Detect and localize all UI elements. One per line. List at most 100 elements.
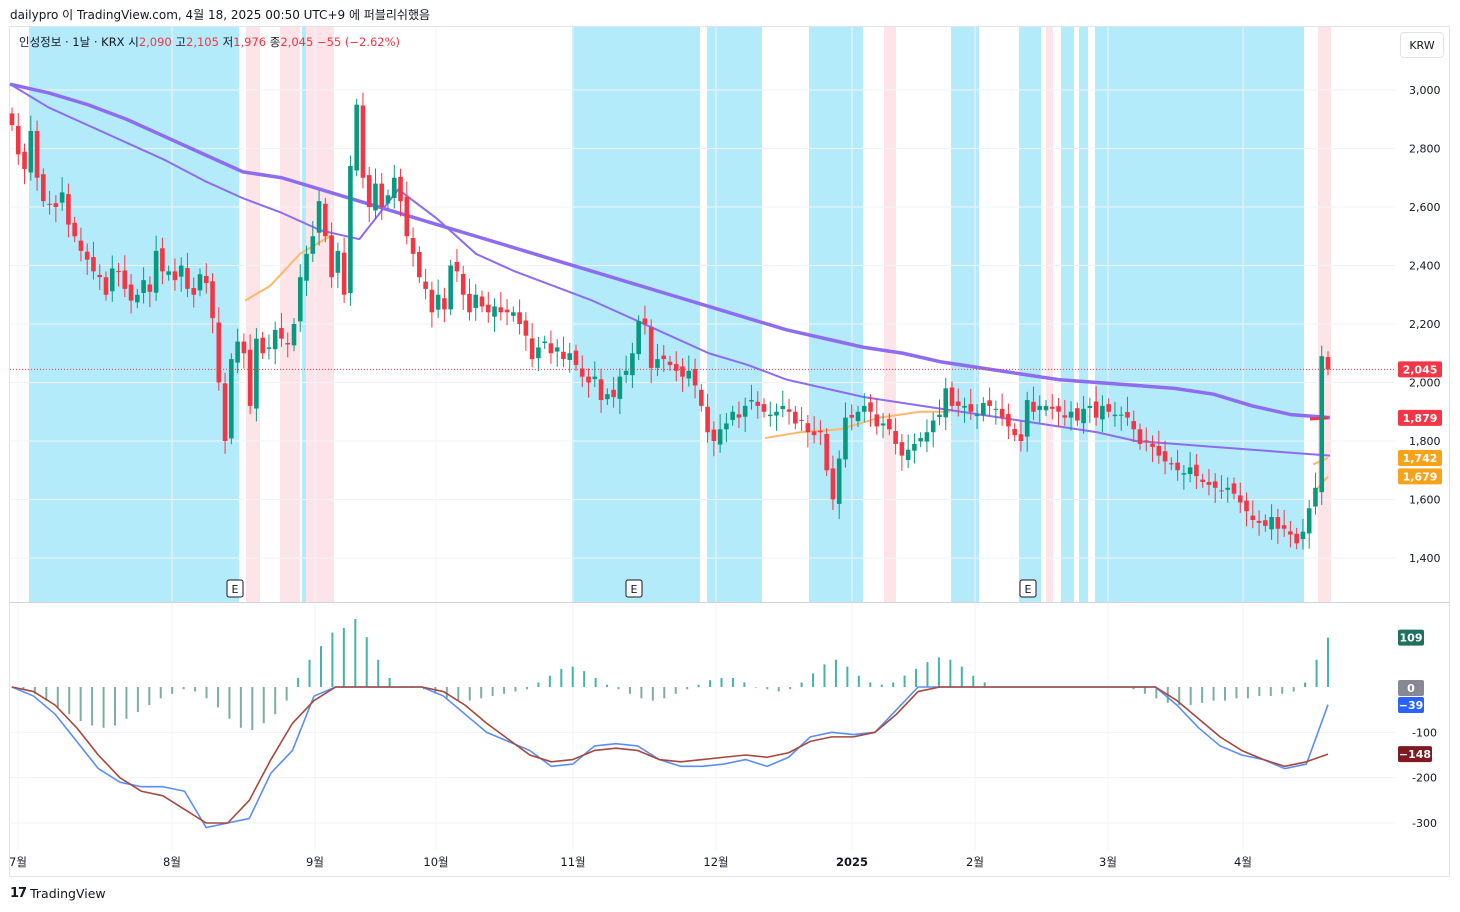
macd-histogram-bar [880,684,883,687]
currency-button[interactable]: KRW [1400,32,1444,58]
candle-body [1300,531,1306,539]
candle-body [1081,408,1086,424]
candle-body [1024,400,1030,437]
candle-body [805,423,811,433]
candle-body [830,468,836,500]
moving-average-line [9,82,1331,420]
candle-body [905,449,911,461]
candle-body [981,402,986,416]
candle-body [197,274,203,291]
candle-body [924,432,930,442]
macd-histogram-bar [102,687,105,728]
macd-histogram-bar [960,666,963,687]
macd-series-line [11,686,1329,824]
candle-body [774,411,779,416]
candle-body [135,294,140,303]
candle-body [1212,481,1218,488]
macd-histogram-bar [560,668,563,687]
bg-band-blue [1095,27,1304,602]
candle-body [642,318,648,324]
macd-histogram-bar [491,687,494,697]
macd-histogram-bar [319,646,322,687]
candle-body [717,429,723,445]
candle-body [504,309,510,313]
time-axis-label: 4월 [1234,855,1252,869]
macd-histogram-bar [22,687,25,690]
candle-body [1275,517,1281,529]
macd-histogram-bar [354,619,357,687]
candle-body [423,281,428,289]
macd-label-text: −39 [1399,699,1424,712]
price-tick-label: 2,600 [1409,201,1441,214]
candle-body [1313,487,1318,507]
time-axis-label: 2025 [836,855,868,869]
candle-body [887,419,892,430]
candles [9,92,1395,550]
candle-body [91,257,96,272]
price-label-text: 1,879 [1403,412,1438,425]
candle-body [178,265,184,277]
candle-body [454,261,460,272]
candle-body [285,343,291,345]
candle-body [930,420,936,433]
candle-body [598,379,604,401]
macd-histogram-bar [525,687,528,690]
macd-histogram-bar [937,657,940,687]
candle-body [673,364,679,371]
moving-averages [9,82,1331,495]
macd-histogram-bar [674,687,677,694]
candle-body [1125,412,1130,418]
macd-histogram-bar [342,628,345,687]
macd-histogram-bar [915,668,918,687]
orange-average-line [764,410,950,440]
candle-body [28,130,34,173]
candle-body [1263,520,1268,526]
candle-body [216,322,222,383]
bg-band-pink [246,27,260,602]
candle-body [254,338,259,409]
candle-body [160,248,165,272]
candle-body [1237,495,1243,503]
macd-histogram-bar [583,671,586,687]
bg-band-blue [1019,27,1041,602]
macd-histogram-bar [686,687,689,690]
candle-body [724,423,729,430]
macd-histogram-bar [56,687,59,708]
candle-body [410,238,416,254]
bg-band-pink [884,27,896,602]
bg-band-blue [572,27,700,602]
macd-pane [11,619,1329,829]
candle-body [1131,421,1137,430]
candle-body [460,273,466,295]
candle-body [1012,429,1017,436]
macd-histogram-bar [777,687,780,692]
legend-open: 2,090 [138,35,172,49]
macd-histogram-bar [182,687,185,690]
macd-histogram-bar [537,682,540,687]
time-axis-label: 10월 [423,855,448,869]
legend-low: 1,976 [233,35,267,49]
tradingview-brand[interactable]: 𝟭𝟳 TradingView [10,886,106,901]
price-label-text: 1,742 [1403,452,1438,465]
candle-body [1256,520,1262,523]
candle-body [592,376,598,379]
macd-histogram-bar [709,680,712,687]
candle-body [1288,531,1293,535]
macd-histogram-bar [1155,687,1158,699]
candle-body [761,404,767,412]
time-axis-label: 3월 [1099,855,1117,869]
candle-body [141,280,146,293]
macd-histogram-bar [1327,637,1329,687]
macd-histogram-bar [548,675,551,687]
candle-body [247,349,253,406]
macd-histogram-bar [388,677,391,687]
price-label-box [1398,468,1442,485]
candle-body [9,113,15,126]
candle-body [279,328,284,339]
candle-body [880,423,886,426]
macd-histogram-bar [1246,687,1249,699]
candle-body [974,414,980,417]
price-tick-label: 2,200 [1409,318,1441,331]
candle-body [97,274,103,278]
